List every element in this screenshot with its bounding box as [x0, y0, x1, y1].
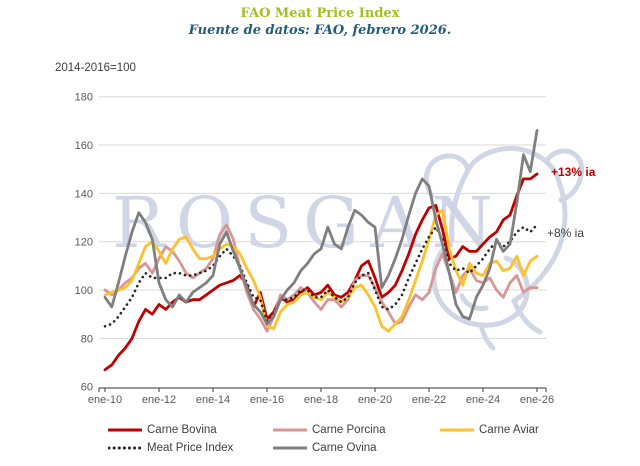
series-line-carne-aviar [103, 208, 539, 333]
legend-swatch-carne-porcina [273, 428, 307, 432]
legend-item-carne-bovina: Carne Bovina [108, 423, 217, 437]
y-tick-label-60: 60 [81, 382, 93, 394]
x-tick-label-ene-26: ene-26 [520, 394, 554, 406]
y-tick-label-80: 80 [81, 333, 93, 345]
legend-swatch-carne-ovina [273, 446, 307, 450]
chart-legend: Carne Bovina Carne Porcina Carne Aviar Meat… [108, 423, 578, 463]
annotation-bovina-yoy: +13% ia [551, 165, 596, 179]
page-subtitle: Fuente de datos: FAO, febrero 2026. [188, 23, 452, 38]
legend-label-carne-bovina: Carne Bovina [147, 424, 217, 436]
x-tick-label-ene-20: ene-20 [358, 394, 392, 406]
y-tick-label-180: 180 [75, 92, 93, 104]
legend-item-carne-aviar: Carne Aviar [440, 423, 539, 437]
legend-swatch-carne-aviar [440, 428, 474, 432]
annotation-mpi-yoy: +8% ia [547, 226, 585, 240]
legend-label-carne-aviar: Carne Aviar [479, 424, 539, 436]
x-tick-label-ene-10: ene-10 [88, 394, 122, 406]
page-title: FAO Meat Price Index [240, 6, 400, 21]
series-line-carne-ovina [103, 129, 539, 326]
axis-unit-note: 2014-2016=100 [55, 62, 136, 74]
x-tick-label-ene-18: ene-18 [304, 394, 338, 406]
legend-item-carne-porcina: Carne Porcina [273, 423, 386, 437]
legend-swatch-meat-price-index [108, 446, 142, 450]
x-tick-label-ene-22: ene-22 [412, 394, 446, 406]
x-tick-label-ene-16: ene-16 [250, 394, 284, 406]
series-line-carne-porcina [103, 223, 539, 333]
legend-label-carne-porcina: Carne Porcina [312, 424, 386, 436]
x-tick-label-ene-24: ene-24 [466, 394, 500, 406]
y-tick-label-120: 120 [75, 237, 93, 249]
series-line-meat-price-index [103, 223, 539, 328]
y-tick-label-100: 100 [75, 285, 93, 297]
legend-item-carne-ovina: Carne Ovina [273, 441, 377, 455]
legend-swatch-carne-bovina [108, 428, 142, 432]
legend-item-meat-price-index: Meat Price Index [108, 441, 233, 455]
x-tick-label-ene-14: ene-14 [196, 394, 230, 406]
legend-label-carne-ovina: Carne Ovina [312, 442, 377, 454]
x-tick-label-ene-12: ene-12 [142, 394, 176, 406]
y-tick-label-160: 160 [75, 140, 93, 152]
legend-label-meat-price-index: Meat Price Index [147, 442, 234, 454]
y-tick-label-140: 140 [75, 188, 93, 200]
